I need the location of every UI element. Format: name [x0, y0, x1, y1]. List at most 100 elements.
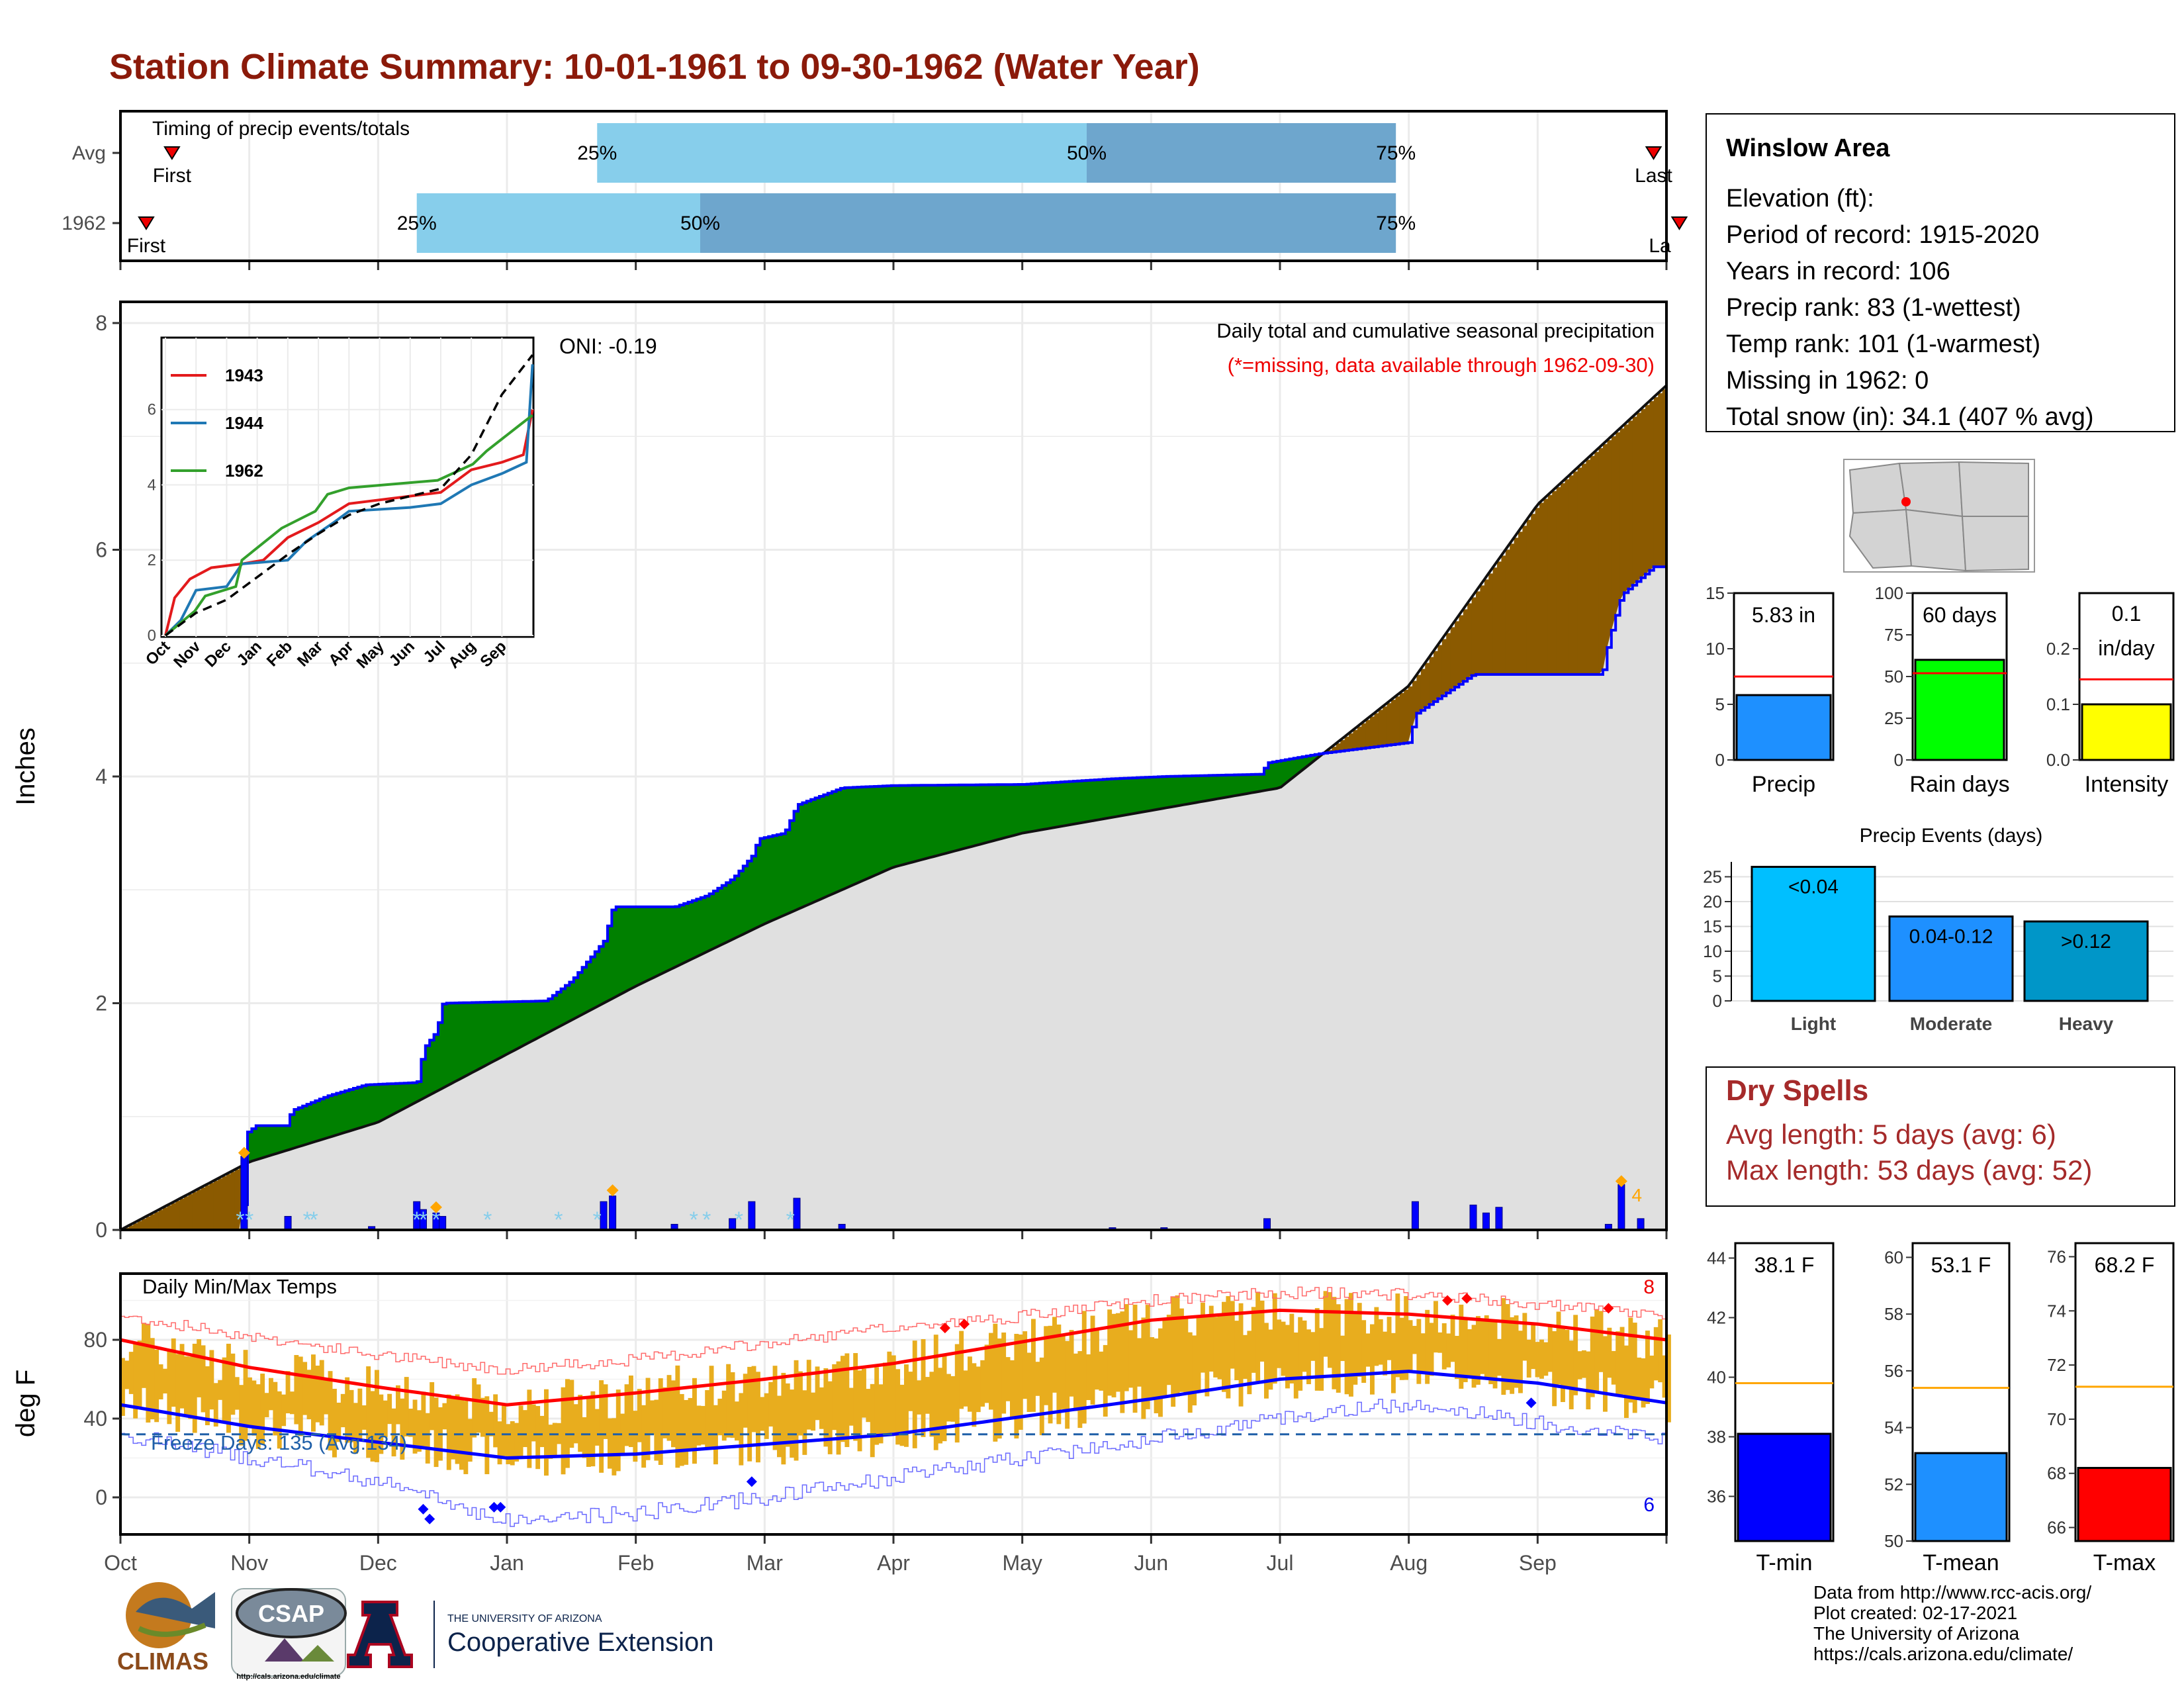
station-info-line: Temp rank: 101 (1-warmest): [1726, 330, 2040, 358]
precip-anomaly-fill: [891, 785, 896, 868]
daily-temp-bar: [417, 1410, 422, 1452]
month-tick-label: Feb: [617, 1551, 654, 1575]
daily-temp-bar: [938, 1368, 943, 1444]
daily-temp-bar: [1514, 1315, 1519, 1388]
daily-temp-bar: [594, 1409, 600, 1446]
daily-temp-bar: [137, 1340, 142, 1409]
mini-chart-y-tick-label: 75: [1884, 625, 1903, 645]
daily-temp-bar: [735, 1401, 739, 1441]
precip-anomaly-fill: [709, 894, 714, 951]
record-precip-icon: [606, 1184, 619, 1197]
daily-temp-bar: [1158, 1328, 1163, 1417]
precip-anomaly-fill: [1095, 780, 1099, 821]
precip-anomaly-fill: [620, 906, 625, 995]
precip-anomaly-fill: [1492, 567, 1498, 675]
precip-anomaly-fill: [1594, 451, 1600, 675]
precip-anomaly-fill: [569, 982, 574, 1021]
daily-temp-bar: [222, 1357, 227, 1424]
daily-temp-bar: [933, 1335, 938, 1450]
daily-temp-bar: [1243, 1335, 1248, 1379]
precip-anomaly-fill: [425, 1045, 430, 1098]
mini-chart-y-tick-label: 56: [1884, 1361, 1903, 1381]
inset-y-tick-label: 6: [148, 401, 156, 419]
daily-temp-bar: [1306, 1329, 1311, 1385]
daily-temp-bar: [671, 1380, 676, 1448]
daily-temp-bar: [573, 1404, 578, 1444]
daily-temp-bar: [379, 1394, 384, 1454]
precip-anomaly-fill: [1565, 479, 1570, 675]
daily-temp-bar: [1310, 1332, 1316, 1361]
precip-anomaly-fill: [1023, 784, 1028, 833]
inset-series-line: [164, 409, 534, 636]
precip-anomaly-fill: [1175, 776, 1180, 806]
precip-anomaly-fill: [565, 985, 570, 1024]
daily-temp-bar: [539, 1415, 545, 1448]
precip-anomaly-fill: [1582, 463, 1586, 675]
temp-panel-border: [119, 1272, 1668, 1536]
inset-y-tick-label: 4: [148, 476, 156, 494]
precip-anomaly-fill: [1196, 775, 1201, 803]
daily-temp-bar: [375, 1370, 379, 1462]
snow-marker-icon: *: [419, 1207, 428, 1233]
precip-anomaly-fill: [1395, 696, 1400, 745]
precip-anomaly-fill: [336, 1093, 341, 1135]
precip-anomaly-fill: [1590, 455, 1595, 675]
precip-anomaly-fill: [518, 1001, 523, 1049]
precip-anomaly-fill: [739, 870, 744, 937]
precip-anomaly-fill: [455, 1003, 460, 1082]
precip-anomaly-fill: [1018, 784, 1023, 835]
daily-temp-bar: [608, 1418, 612, 1469]
precip-anomaly-fill: [188, 1194, 193, 1230]
daily-precip-bar: [609, 1196, 617, 1231]
precip-anomaly-fill: [1031, 784, 1036, 832]
snow-marker-icon: *: [702, 1207, 711, 1233]
daily-temp-bar: [391, 1408, 396, 1457]
precip-anomaly-fill: [476, 1002, 481, 1071]
daily-temp-bar: [1637, 1357, 1642, 1400]
daily-precip-bar: [1482, 1212, 1490, 1231]
precip-anomaly-fill: [1450, 627, 1455, 690]
map-state-shape: [1905, 508, 1967, 572]
precip-anomaly-fill: [1230, 774, 1235, 797]
mini-chart-y-tick-label: 0.1: [2046, 694, 2070, 714]
timing-first-label: First: [153, 165, 192, 187]
mini-chart-value-label: 53.1 F: [1931, 1253, 1991, 1277]
daily-precip-bar: [1411, 1201, 1419, 1231]
mini-chart-y-tick-label: 66: [2047, 1518, 2066, 1538]
daily-temp-bar: [866, 1389, 871, 1423]
precip-anomaly-fill: [277, 1125, 282, 1154]
precip-anomaly-fill: [179, 1198, 185, 1230]
map-state-shape: [1848, 508, 1913, 569]
precip-anomaly-fill: [290, 1114, 295, 1150]
daily-temp-bar: [684, 1399, 689, 1465]
daily-temp-bar: [1120, 1311, 1125, 1413]
precip-anomaly-fill: [1531, 514, 1536, 675]
precip-anomaly-fill: [459, 1002, 464, 1080]
timing-panel-border: [119, 110, 1668, 262]
daily-temp-bar: [243, 1350, 248, 1441]
daily-temp-bar: [548, 1425, 553, 1459]
daily-temp-bar: [1666, 1335, 1671, 1423]
precip-anomaly-fill: [582, 967, 587, 1015]
last-marker-icon: [1645, 146, 1662, 160]
precip-anomaly-fill: [1120, 778, 1125, 816]
daily-temp-bar: [1323, 1291, 1328, 1357]
precip-anomaly-fill: [747, 861, 752, 933]
precip-anomaly-fill: [1107, 778, 1113, 819]
precip-anomaly-fill: [1497, 561, 1502, 675]
mini-chart-y-tick-label: 5: [1715, 694, 1725, 714]
record-min-line: [120, 1399, 1667, 1527]
precip-anomaly-fill: [1374, 713, 1379, 747]
precip-anomaly-fill: [1539, 502, 1544, 675]
precip-anomaly-fill: [959, 784, 964, 850]
precip-anomaly-fill: [654, 906, 659, 978]
mini-chart-bar: [1914, 1452, 2008, 1542]
precip-anomaly-fill: [1518, 532, 1523, 675]
daily-temp-bar: [1222, 1301, 1226, 1392]
precip-anomaly-fill: [1361, 723, 1367, 749]
precip-anomaly-fill: [273, 1125, 278, 1155]
daily-temp-bar: [150, 1338, 155, 1420]
daily-temp-bar: [823, 1368, 829, 1447]
daily-temp-bar: [1226, 1295, 1231, 1399]
csap-logo: CSAP http://cals.arizona.edu/climate: [231, 1588, 347, 1681]
